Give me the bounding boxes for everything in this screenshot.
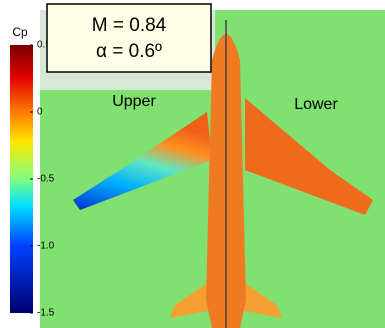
figure: Cp 0.50-0.5-1.0-1.5 M = 0.84 α = 0.6º Up… xyxy=(0,0,385,328)
mach-label: M = 0.84 xyxy=(92,15,167,36)
colorbar-tick-label: -1.0 xyxy=(37,241,55,252)
colorbar-tick-label: 0 xyxy=(37,107,43,118)
upper-label: Upper xyxy=(112,93,156,110)
alpha-label: α = 0.6º xyxy=(96,41,162,62)
colorbar xyxy=(10,45,33,313)
colorbar-tick-label: -0.5 xyxy=(37,174,55,185)
lower-label: Lower xyxy=(294,96,338,113)
colorbar-tick-label: -1.5 xyxy=(37,308,55,319)
colorbar-label: Cp xyxy=(12,25,28,39)
